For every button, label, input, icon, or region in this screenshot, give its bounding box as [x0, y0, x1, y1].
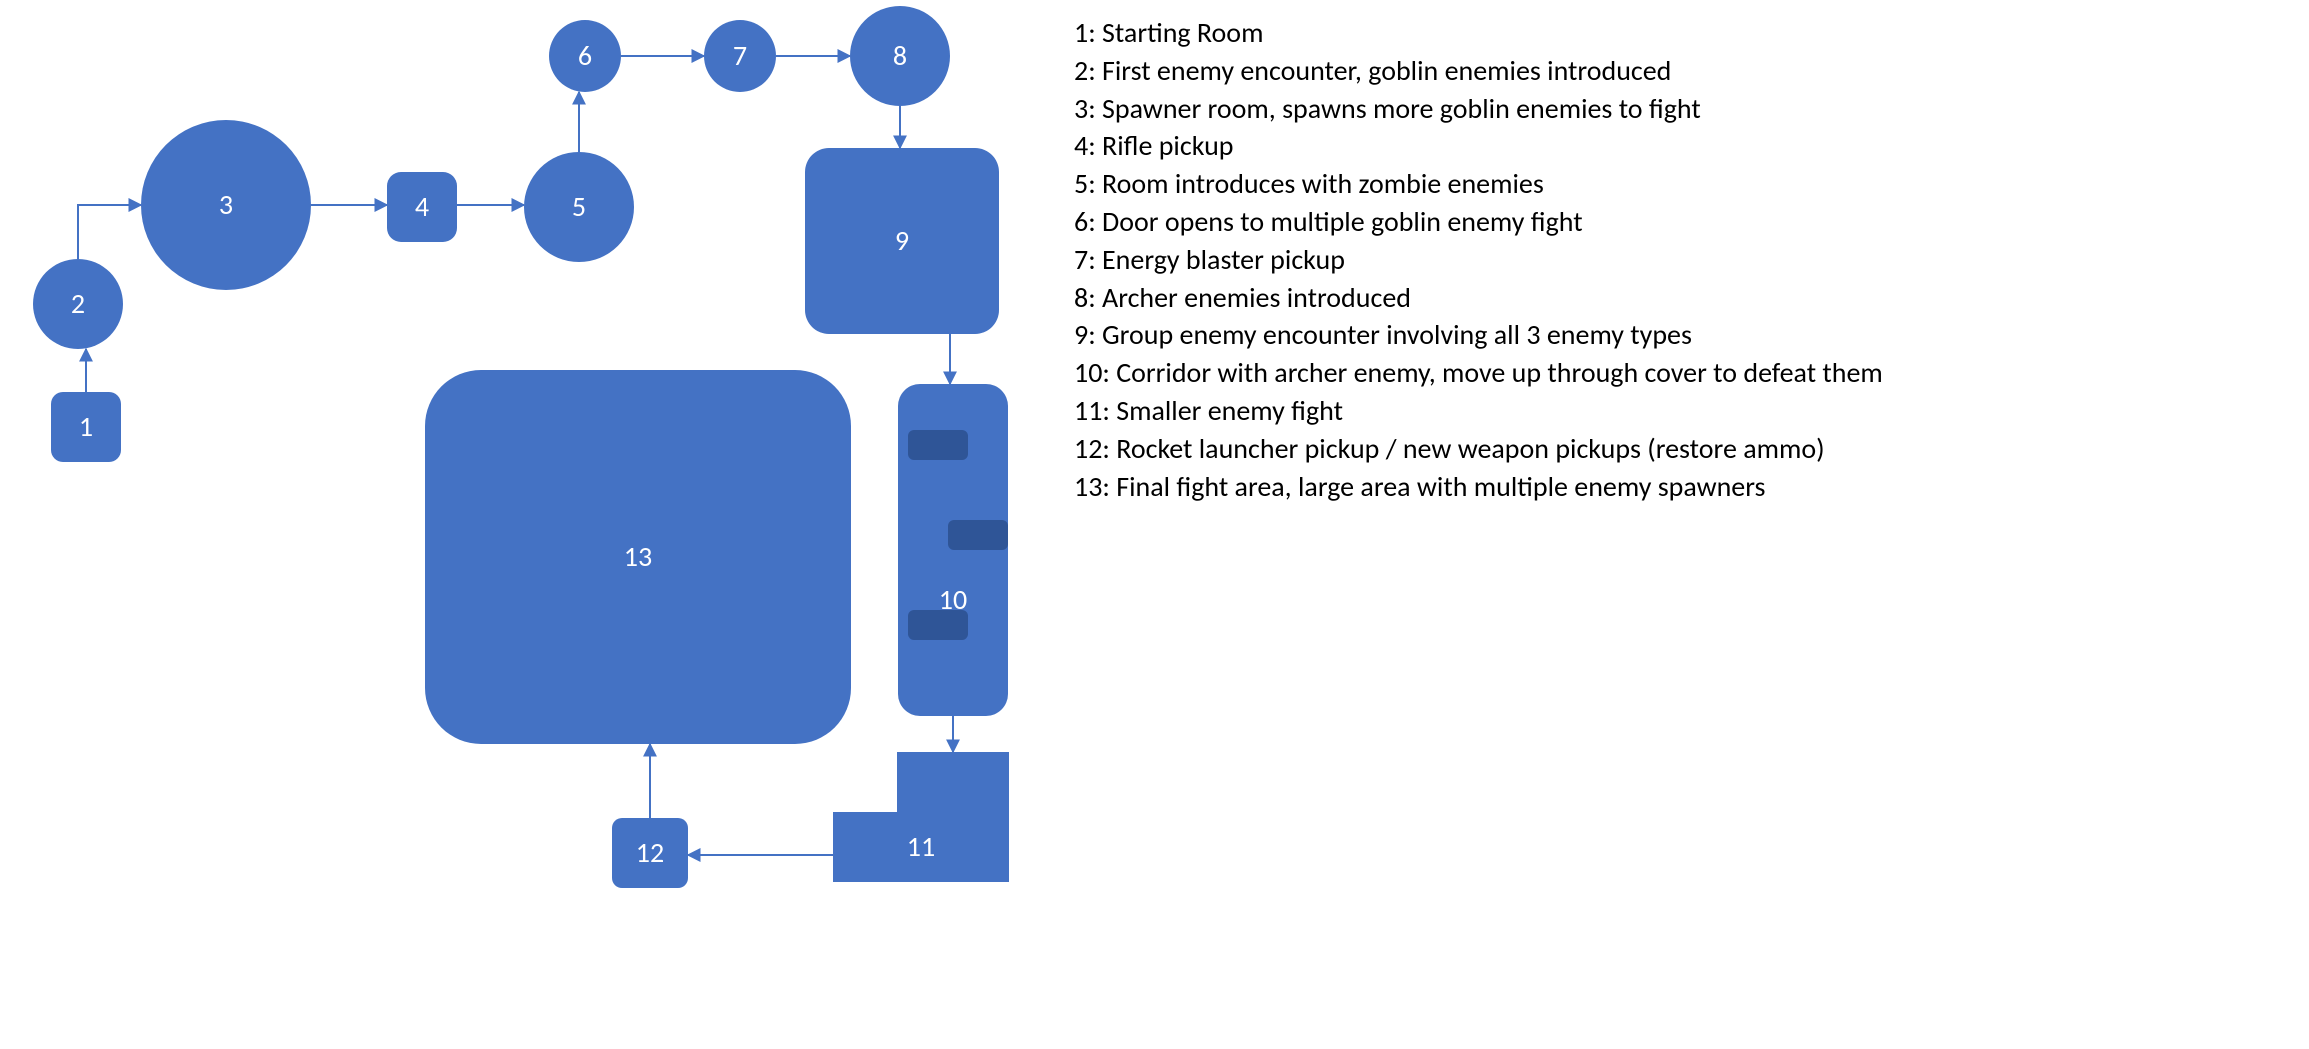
node-7: 7	[704, 20, 776, 92]
legend-item: 12: Rocket launcher pickup / new weapon …	[1074, 430, 1883, 468]
node-label: 6	[578, 42, 592, 70]
node-1: 1	[51, 392, 121, 462]
cover-block	[908, 430, 968, 460]
node-label: 13	[624, 543, 652, 571]
node-label: 7	[733, 42, 747, 70]
node-13: 13	[425, 370, 851, 744]
node-label: 8	[893, 42, 907, 70]
node-3: 3	[141, 120, 311, 290]
legend-item: 1: Starting Room	[1074, 14, 1883, 52]
cover-block	[908, 610, 968, 640]
node-12: 12	[612, 818, 688, 888]
legend-item: 4: Rifle pickup	[1074, 127, 1883, 165]
legend-item: 9: Group enemy encounter involving all 3…	[1074, 316, 1883, 354]
legend: 1: Starting Room2: First enemy encounter…	[1074, 14, 1883, 505]
node-label: 3	[219, 191, 233, 219]
node-4: 4	[387, 172, 457, 242]
node-9: 9	[805, 148, 999, 334]
node-label: 5	[572, 193, 586, 221]
node-label: 1	[79, 413, 93, 441]
legend-item: 5: Room introduces with zombie enemies	[1074, 165, 1883, 203]
cover-block	[948, 520, 1008, 550]
node-label: 12	[636, 839, 664, 867]
node-8: 8	[850, 6, 950, 106]
node-label: 11	[833, 829, 1009, 864]
node-5: 5	[524, 152, 634, 262]
node-label: 9	[895, 227, 909, 255]
legend-item: 8: Archer enemies introduced	[1074, 279, 1883, 317]
legend-item: 13: Final fight area, large area with mu…	[1074, 468, 1883, 506]
legend-item: 6: Door opens to multiple goblin enemy f…	[1074, 203, 1883, 241]
node-label: 4	[415, 193, 429, 221]
node-2: 2	[33, 259, 123, 349]
legend-item: 11: Smaller enemy fight	[1074, 392, 1883, 430]
legend-item: 7: Energy blaster pickup	[1074, 241, 1883, 279]
node-label: 2	[71, 290, 85, 318]
node-11: 11	[833, 752, 1009, 882]
legend-item: 2: First enemy encounter, goblin enemies…	[1074, 52, 1883, 90]
legend-item: 3: Spawner room, spawns more goblin enem…	[1074, 90, 1883, 128]
legend-item: 10: Corridor with archer enemy, move up …	[1074, 354, 1883, 392]
node-6: 6	[549, 20, 621, 92]
edge-n2-n3	[78, 205, 141, 259]
